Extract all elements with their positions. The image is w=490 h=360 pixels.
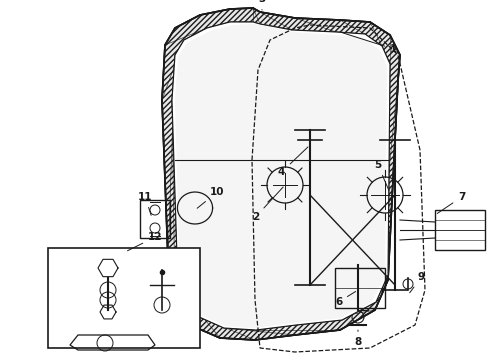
Text: 5: 5	[374, 160, 389, 190]
Text: 4: 4	[278, 147, 308, 177]
Text: 12: 12	[127, 232, 163, 251]
Bar	[140, 200, 170, 238]
Polygon shape	[172, 22, 390, 330]
Text: 10: 10	[197, 187, 224, 208]
Text: 9: 9	[410, 272, 425, 293]
Text: 1: 1	[343, 33, 397, 54]
Text: 2: 2	[252, 187, 283, 222]
Text: 8: 8	[354, 330, 362, 347]
Text: 7: 7	[437, 192, 465, 213]
Polygon shape	[175, 24, 387, 328]
Bar	[335, 268, 385, 308]
Bar	[48, 248, 200, 348]
Bar	[435, 210, 485, 250]
Text: 11: 11	[138, 192, 152, 215]
Polygon shape	[162, 8, 400, 340]
Text: 6: 6	[335, 292, 356, 307]
Text: 3: 3	[258, 0, 266, 10]
Polygon shape	[172, 22, 390, 330]
